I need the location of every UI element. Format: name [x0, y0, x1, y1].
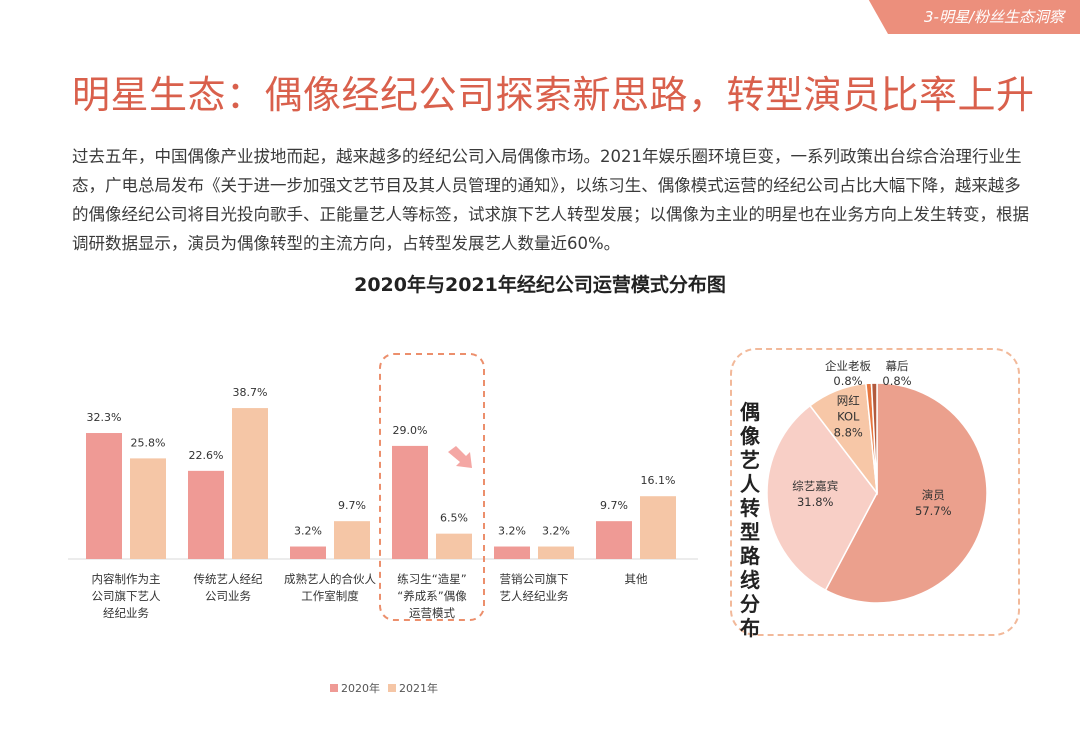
bar-2020年-2: [290, 546, 326, 559]
section-label: 3-明星/粉丝生态洞察: [923, 8, 1064, 26]
bar-2020年-5: [596, 521, 632, 559]
bar-value-label: 22.6%: [189, 449, 224, 462]
page-title: 明星生态：偶像经纪公司探索新思路，转型演员比率上升: [72, 73, 1035, 117]
bar-value-label: 16.1%: [641, 474, 676, 487]
bar-value-label: 6.5%: [440, 512, 468, 525]
legend-label: 2021年: [399, 681, 438, 695]
bar-2020年-3: [392, 445, 428, 559]
bar-value-label: 9.7%: [338, 499, 366, 512]
bar-value-label: 3.2%: [498, 525, 526, 538]
bar-2021年-2: [334, 521, 370, 559]
category-label: 成熟艺人的合伙人工作室制度: [284, 572, 376, 603]
bar-2020年-1: [188, 470, 224, 559]
category-label: 其他: [625, 572, 648, 586]
bar-2021年-0: [130, 458, 166, 559]
bar-value-label: 3.2%: [542, 525, 570, 538]
section-tab: 3-明星/粉丝生态洞察: [868, 0, 1080, 34]
category-label: 练习生“造星” “养成系”偶像运营模式: [397, 572, 467, 620]
legend-label: 2020年: [341, 681, 380, 695]
bar-value-label: 29.0%: [393, 424, 428, 437]
bar-2020年-0: [86, 433, 122, 559]
category-label: 传统艺人经纪公司业务: [194, 572, 263, 603]
bar-2021年-4: [538, 546, 574, 559]
bar-value-label: 9.7%: [600, 499, 628, 512]
bar-2021年-3: [436, 533, 472, 559]
bar-value-label: 25.8%: [131, 436, 166, 449]
bar-value-label: 38.7%: [233, 386, 268, 399]
bar-2020年-4: [494, 546, 530, 559]
bar-2021年-5: [640, 496, 676, 559]
highlight-box: [379, 353, 485, 621]
category-label: 内容制作为主公司旗下艺人经纪业务: [92, 572, 161, 620]
bar-chart-title: 2020年与2021年经纪公司运营模式分布图: [354, 274, 726, 296]
category-label: 营销公司旗下艺人经纪业务: [500, 572, 569, 603]
bar-value-label: 3.2%: [294, 525, 322, 538]
bar-2021年-1: [232, 408, 268, 559]
pie-panel: [730, 348, 1020, 636]
legend-swatch: [388, 684, 396, 692]
bar-chart: 32.3% 22.6% 3.2% 29.0% 3.2% 9.7% 25.8% 38.7% 9.7…: [68, 353, 698, 695]
pie-chart-title: 偶像艺人转型路线分布: [740, 400, 760, 640]
legend-swatch: [330, 684, 338, 692]
decline-arrow-icon: [448, 446, 472, 468]
body-paragraph: 过去五年，中国偶像产业拔地而起，越来越多的经纪公司入局偶像市场。2021年娱乐圈…: [72, 147, 1029, 253]
bar-value-label: 32.3%: [87, 411, 122, 424]
